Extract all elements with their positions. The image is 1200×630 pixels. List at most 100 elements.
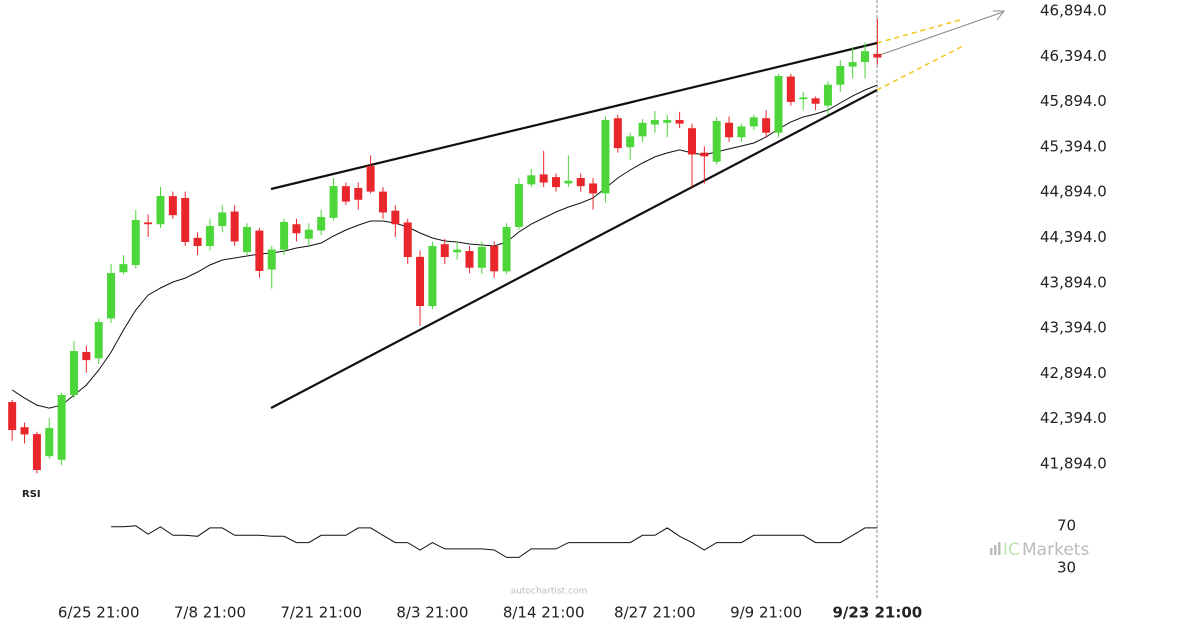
candle-body — [329, 186, 338, 218]
candle-body — [292, 224, 301, 234]
y-tick-label: 46,394.0 — [1040, 47, 1107, 65]
x-tick-label: 8/27 21:00 — [614, 604, 696, 622]
candle-body — [416, 256, 425, 307]
x-tick-label: 9/23 21:00 — [832, 604, 922, 622]
candle-body — [712, 120, 721, 162]
candle-body — [20, 427, 29, 435]
candle-body — [366, 165, 375, 192]
candle-body — [687, 128, 696, 155]
candle-body — [490, 245, 499, 272]
lower-trendline — [270, 89, 878, 409]
candle-body — [861, 51, 870, 63]
candle-body — [168, 196, 177, 216]
y-tick-label: 44,394.0 — [1040, 228, 1107, 246]
candle-body — [453, 249, 462, 253]
candle-body — [725, 122, 734, 138]
candle-body — [304, 229, 313, 239]
x-tick-label: 9/9 21:00 — [730, 604, 802, 622]
candle-body — [107, 273, 116, 319]
candle-body — [589, 183, 598, 194]
candle-body — [564, 180, 573, 184]
candle-body — [552, 177, 561, 188]
candle-body — [823, 84, 832, 106]
candle-body — [131, 219, 140, 266]
x-tick-label: 8/3 21:00 — [396, 604, 468, 622]
candle-body — [650, 120, 659, 125]
y-tick-label: 41,894.0 — [1040, 454, 1107, 472]
candle-body — [737, 126, 746, 138]
rsi-line — [111, 525, 878, 558]
candle-body — [626, 136, 635, 148]
logo-bar — [990, 548, 993, 555]
candle-body — [539, 174, 548, 183]
candle-body — [477, 246, 486, 268]
candle-body — [465, 250, 474, 268]
candle-body — [280, 221, 289, 250]
candle-body — [873, 53, 882, 58]
x-tick-label: 7/8 21:00 — [174, 604, 246, 622]
candle-body — [69, 351, 78, 396]
candle-body — [638, 122, 647, 137]
candle-body — [762, 118, 771, 133]
forecast-arrow — [876, 11, 1004, 57]
y-tick-label: 43,394.0 — [1040, 319, 1107, 337]
candle-body — [502, 226, 511, 272]
candle-body — [218, 212, 227, 227]
candle-body — [156, 195, 165, 225]
candle-body — [354, 187, 363, 200]
candle-body — [774, 76, 783, 133]
candle-body — [663, 120, 672, 123]
candle-body — [700, 152, 709, 157]
logo-ic: IC — [1003, 540, 1020, 560]
logo-bar — [998, 542, 1001, 555]
lower-projection — [876, 45, 964, 91]
candle-body — [317, 216, 326, 231]
x-tick-label: 7/21 21:00 — [280, 604, 362, 622]
candle-body — [119, 264, 128, 273]
candle-body — [45, 428, 54, 457]
candle-body — [378, 191, 387, 213]
rsi-tick-label: 30 — [1057, 558, 1076, 576]
watermark: autochartist.com — [511, 587, 587, 597]
candle-body — [514, 184, 523, 227]
candle-body — [82, 351, 91, 361]
y-tick-label: 45,394.0 — [1040, 137, 1107, 155]
y-tick-label: 44,894.0 — [1040, 183, 1107, 201]
arrow-head — [993, 10, 1006, 21]
candle-body — [94, 322, 103, 359]
rsi-label: RSI — [22, 489, 41, 500]
y-tick-label: 42,394.0 — [1040, 409, 1107, 427]
rsi-tick-label: 70 — [1057, 516, 1076, 534]
candle-body — [403, 222, 412, 258]
candle-body — [836, 65, 845, 85]
candle-body — [613, 118, 622, 149]
candle-body — [57, 395, 66, 460]
candle-body — [205, 226, 214, 246]
y-tick-label: 43,894.0 — [1040, 273, 1107, 291]
upper-trendline — [270, 41, 878, 191]
y-tick-label: 42,894.0 — [1040, 364, 1107, 382]
candle-body — [193, 237, 202, 246]
candle-body — [243, 226, 252, 253]
candle-body — [341, 186, 350, 202]
candle-body — [576, 178, 585, 187]
candle-body — [440, 244, 449, 258]
x-tick-label: 8/14 21:00 — [503, 604, 585, 622]
candle-body — [601, 119, 610, 194]
candle-body — [811, 98, 820, 104]
candle-body — [267, 249, 276, 270]
candle-body — [144, 222, 153, 225]
candle-body — [675, 120, 684, 124]
candle-body — [8, 402, 17, 431]
candle-body — [391, 210, 400, 225]
candle-body — [749, 117, 758, 127]
y-tick-label: 45,894.0 — [1040, 92, 1107, 110]
candle-body — [799, 97, 808, 100]
candle-body — [527, 175, 536, 185]
y-tick-label: 46,894.0 — [1040, 1, 1107, 19]
candle-body — [255, 230, 264, 271]
candle-body — [428, 245, 437, 307]
logo: IC Markets — [990, 540, 1089, 560]
